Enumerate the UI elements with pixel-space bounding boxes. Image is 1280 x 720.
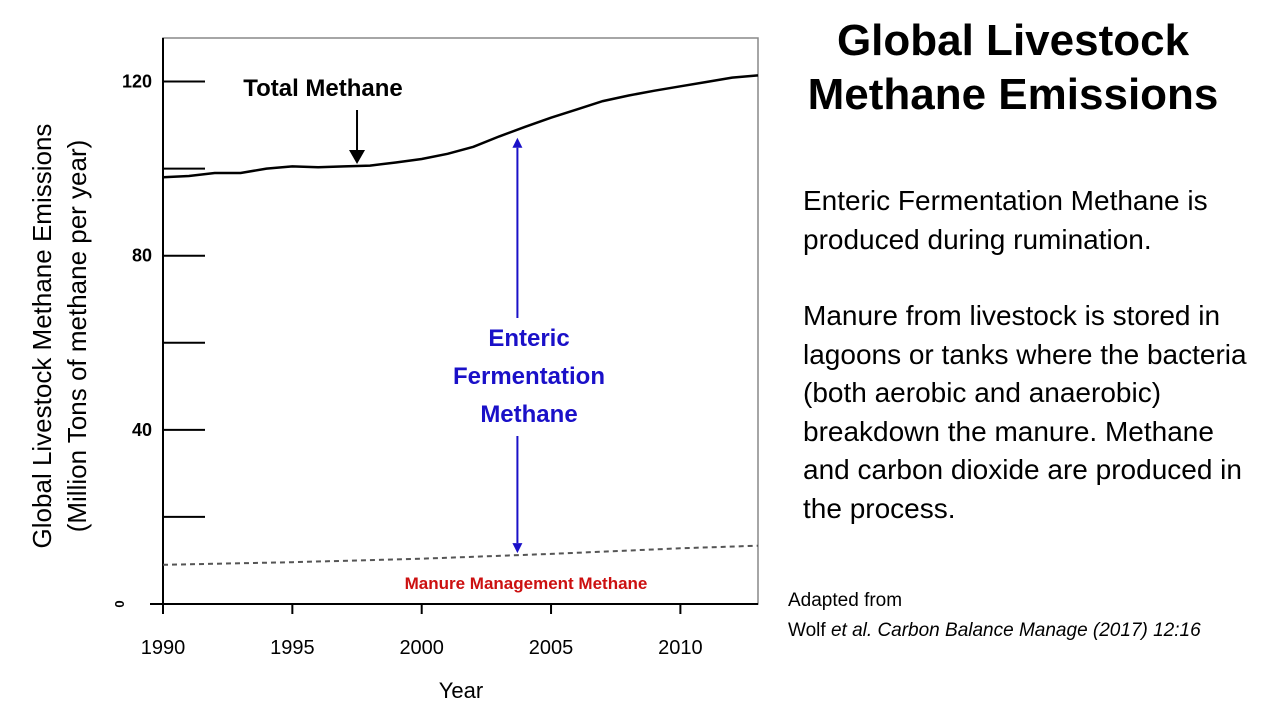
x-tick-label-2005: 2005	[529, 637, 574, 659]
x-tick-label-1990: 1990	[141, 637, 186, 659]
slide-title-line1: Global Livestock	[836, 16, 1190, 65]
total-methane-arrowhead	[349, 150, 366, 165]
enteric-description: Enteric Fermentation Methane is produced…	[803, 185, 1208, 255]
enteric-label-line2: Fermentation	[453, 363, 605, 390]
series-line-total-methane	[162, 74, 759, 179]
enteric-arrowhead-down	[512, 543, 523, 554]
total-methane-label: Total Methane	[243, 75, 403, 102]
y-tick-label-40: 40	[132, 420, 152, 440]
y-tick-label-0: 0	[112, 600, 127, 607]
credit-etal: et al.	[830, 620, 873, 641]
enteric-label-line3: Methane	[480, 401, 577, 428]
credit-journal: Carbon Balance Manage (2017) 12:16	[877, 620, 1201, 641]
y-axis-label-line2: (Million Tons of methane per year)	[62, 140, 92, 533]
credit-line2: Wolf et al. Carbon Balance Manage (2017)…	[788, 619, 1201, 643]
x-tick-label-2000: 2000	[399, 637, 444, 659]
manure-methane-label: Manure Management Methane	[405, 574, 648, 593]
plot-frame	[162, 37, 759, 605]
y-axis-label-line1: Global Livestock Methane Emissions	[27, 124, 57, 549]
y-tick-label-120: 120	[122, 72, 152, 92]
manure-description: Manure from livestock is stored in lagoo…	[803, 300, 1247, 524]
slide-title-line2: Methane Emissions	[807, 70, 1219, 119]
series-line-manure-methane	[162, 544, 759, 566]
enteric-label-line1: Enteric	[488, 325, 569, 352]
x-axis-label: Year	[439, 678, 483, 703]
credit-author: Wolf	[788, 620, 826, 641]
y-tick-label-80: 80	[132, 246, 152, 266]
enteric-arrowhead-up	[512, 137, 523, 148]
slide-title: Global Livestock Methane Emissions	[772, 14, 1254, 122]
x-tick-label-2010: 2010	[658, 637, 703, 659]
methane-chart: Global Livestock Methane Emissions (Mill…	[27, 37, 759, 703]
x-tick-label-1995: 1995	[270, 637, 315, 659]
credit-line1: Adapted from	[788, 590, 903, 611]
